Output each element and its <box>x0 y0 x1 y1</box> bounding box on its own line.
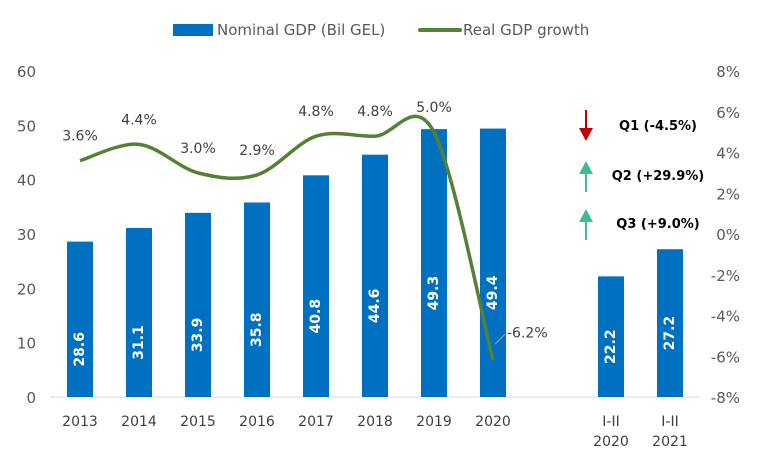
line-data-label: 2.9% <box>239 143 275 159</box>
bar-data-label: 28.6 <box>72 332 88 367</box>
arrow-up-icon <box>579 161 593 174</box>
right-axis-tick: 0% <box>716 226 740 244</box>
bar <box>480 128 506 398</box>
bar-data-label: 44.6 <box>367 289 383 324</box>
bar-data-label: 40.8 <box>308 299 324 334</box>
bar <box>303 175 329 397</box>
annotation-label: Q1 (-4.5%) <box>619 119 697 134</box>
arrow-down-icon <box>579 128 593 141</box>
bar-data-label: 27.2 <box>662 316 678 351</box>
line-data-label: 3.0% <box>180 141 216 157</box>
category-label: 2014 <box>121 414 157 430</box>
bar <box>244 202 270 397</box>
bar-data-label: 22.2 <box>603 329 619 364</box>
right-axis-tick: 6% <box>716 104 740 122</box>
leader-line <box>494 333 506 345</box>
category-label: 2019 <box>416 414 452 430</box>
left-axis-tick: 50 <box>17 117 36 135</box>
category-label: 2020 <box>475 414 511 430</box>
category-label: 2018 <box>357 414 393 430</box>
bar <box>421 129 447 398</box>
right-axis-tick: -4% <box>711 308 740 326</box>
line-data-label: 4.8% <box>357 104 393 120</box>
right-axis-tick: 8% <box>716 63 740 81</box>
bar <box>67 241 93 397</box>
left-axis-tick: 60 <box>17 63 36 81</box>
category-label: 2021 <box>652 434 688 450</box>
right-axis-tick: 2% <box>716 185 740 203</box>
right-axis-tick: -6% <box>711 348 740 366</box>
line-data-label: 3.6% <box>62 129 98 145</box>
left-axis-tick: 20 <box>17 280 36 298</box>
left-axis-tick: 10 <box>17 335 36 353</box>
bar-data-label: 49.3 <box>426 276 442 311</box>
bar <box>598 276 624 397</box>
category-label: 2013 <box>62 414 98 430</box>
legend-label: Real GDP growth <box>463 21 589 39</box>
category-label: I-II <box>661 414 678 430</box>
growth-line <box>79 114 495 361</box>
category-label: 2015 <box>180 414 216 430</box>
category-label: 2017 <box>298 414 334 430</box>
bar-data-label: 35.8 <box>249 312 265 347</box>
arrow-up-icon <box>579 209 593 222</box>
right-axis-tick: 4% <box>716 145 740 163</box>
category-label: I-II <box>602 414 619 430</box>
line-data-label: -6.2% <box>507 325 548 341</box>
legend-label: Nominal GDP (Bil GEL) <box>217 21 385 39</box>
left-axis-tick: 30 <box>17 226 36 244</box>
bar <box>126 228 152 397</box>
annotation-label: Q2 (+29.9%) <box>612 169 705 184</box>
bar-data-label: 31.1 <box>131 325 147 360</box>
left-axis-tick: 0 <box>26 389 36 407</box>
category-label: 2020 <box>593 434 629 450</box>
bar <box>657 249 683 397</box>
legend-bar-swatch <box>173 24 213 36</box>
right-axis-tick: -2% <box>711 267 740 285</box>
category-label: 2016 <box>239 414 275 430</box>
bar-data-label: 49.4 <box>485 275 501 310</box>
bar-data-label: 33.9 <box>190 318 206 353</box>
line-data-label: 4.4% <box>121 112 157 128</box>
right-axis-tick: -8% <box>711 389 740 407</box>
annotation-label: Q3 (+9.0%) <box>616 217 699 232</box>
line-data-label: 4.8% <box>298 104 334 120</box>
bar <box>362 154 388 397</box>
left-axis-tick: 40 <box>17 172 36 190</box>
line-data-label: 5.0% <box>416 100 452 116</box>
bar <box>185 212 211 397</box>
